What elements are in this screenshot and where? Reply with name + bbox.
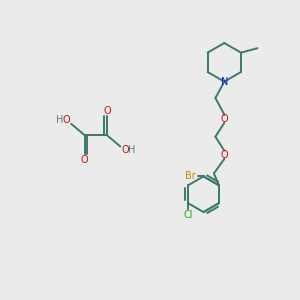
Text: Br: Br <box>185 171 196 182</box>
Text: O: O <box>220 114 228 124</box>
Text: O: O <box>220 150 228 160</box>
Text: O: O <box>103 106 111 116</box>
Text: O: O <box>62 115 70 125</box>
Text: Cl: Cl <box>183 210 193 220</box>
Text: O: O <box>81 154 88 164</box>
Text: O: O <box>122 145 129 155</box>
Text: H: H <box>56 115 63 125</box>
Text: H: H <box>128 145 136 155</box>
Text: N: N <box>220 76 228 87</box>
